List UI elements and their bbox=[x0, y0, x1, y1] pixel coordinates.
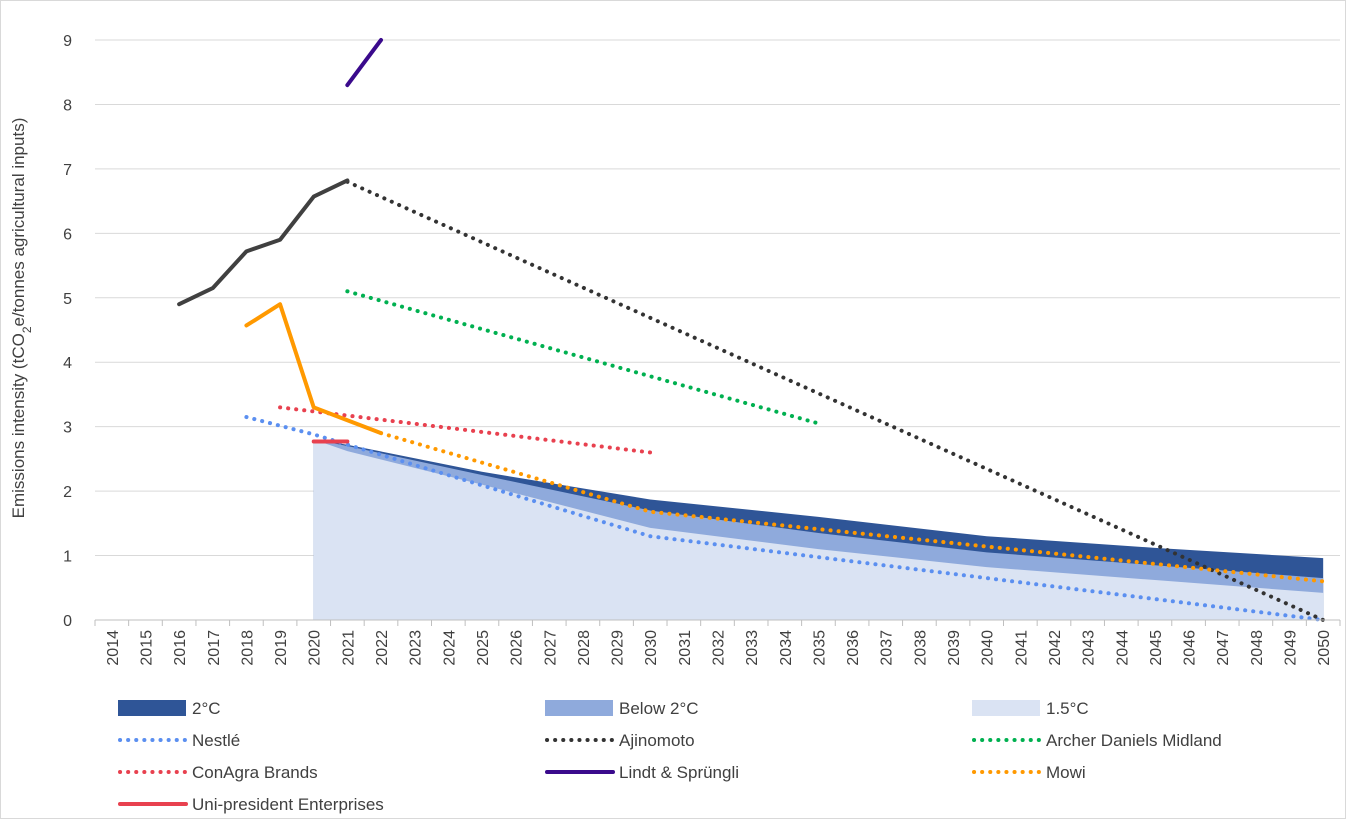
x-tick-label-2045: 2045 bbox=[1148, 630, 1165, 666]
x-tick-label-2048: 2048 bbox=[1249, 630, 1266, 666]
series-conagra-brands bbox=[278, 405, 653, 455]
series-mowi-historic- bbox=[244, 302, 384, 436]
x-tick-label-2014: 2014 bbox=[105, 630, 122, 666]
y-tick-label-6: 6 bbox=[63, 226, 72, 243]
legend: 2°C Below 2°C 1.5°C Nestlé Ajinomoto Archer D… bbox=[118, 699, 1222, 814]
x-tick-label-2042: 2042 bbox=[1047, 630, 1064, 666]
x-tick-label-2033: 2033 bbox=[744, 630, 761, 666]
series-ajinomoto-historic- bbox=[177, 178, 350, 307]
x-tick-label-2039: 2039 bbox=[946, 630, 963, 666]
axes: 0 1 2 3 4 5 6 7 8 9 2014 2015 2016 2017 2018 2019 2020 20… bbox=[63, 33, 1341, 666]
x-tick-label-2025: 2025 bbox=[475, 630, 492, 666]
x-tick-label-2026: 2026 bbox=[509, 630, 526, 666]
series-lindt-spr-ngli bbox=[345, 38, 384, 88]
x-tick-label-2049: 2049 bbox=[1283, 630, 1300, 666]
company-series bbox=[177, 38, 1326, 622]
x-tick-label-2035: 2035 bbox=[811, 630, 828, 666]
legend-label-uni-president-enterprises: Uni-president Enterprises bbox=[192, 795, 384, 814]
x-tick-label-2027: 2027 bbox=[542, 630, 559, 666]
x-tick-label-2028: 2028 bbox=[576, 630, 593, 666]
x-tick-label-2030: 2030 bbox=[643, 630, 660, 666]
y-tick-label-4: 4 bbox=[63, 355, 72, 372]
x-tick-label-2036: 2036 bbox=[845, 630, 862, 666]
y-tick-label-1: 1 bbox=[63, 549, 72, 566]
x-tick-label-2041: 2041 bbox=[1013, 630, 1030, 666]
legend-label-2-c: 2°C bbox=[192, 699, 221, 718]
legend-label-archer-daniels-midland: Archer Daniels Midland bbox=[1046, 731, 1222, 750]
legend-swatch-1-5-c bbox=[972, 700, 1040, 716]
legend-label-conagra-brands: ConAgra Brands bbox=[192, 763, 318, 782]
x-tick-label-2022: 2022 bbox=[374, 630, 391, 666]
legend-swatch-below-2-c bbox=[545, 700, 613, 716]
x-tick-label-2029: 2029 bbox=[610, 630, 627, 666]
x-tick-label-2016: 2016 bbox=[172, 630, 189, 666]
x-tick-label-2018: 2018 bbox=[239, 630, 256, 666]
x-tick-label-2020: 2020 bbox=[307, 630, 324, 666]
x-tick-label-2046: 2046 bbox=[1182, 630, 1199, 666]
x-tick-label-2021: 2021 bbox=[340, 630, 357, 666]
y-tick-label-9: 9 bbox=[63, 33, 72, 50]
area-1-5-c bbox=[313, 439, 1324, 620]
y-tick-label-7: 7 bbox=[63, 162, 72, 179]
legend-label-below-2-c: Below 2°C bbox=[619, 699, 699, 718]
x-tick-label-2019: 2019 bbox=[273, 630, 290, 666]
y-tick-label-3: 3 bbox=[63, 420, 72, 437]
x-tick-label-2031: 2031 bbox=[677, 630, 694, 666]
x-tick-label-2015: 2015 bbox=[138, 630, 155, 666]
x-tick-label-2050: 2050 bbox=[1316, 630, 1333, 666]
legend-label-mowi: Mowi bbox=[1046, 763, 1086, 782]
x-tick-label-2047: 2047 bbox=[1215, 630, 1232, 666]
x-tick-label-2043: 2043 bbox=[1081, 630, 1098, 666]
series-ajinomoto bbox=[345, 179, 1326, 622]
x-tick-label-2040: 2040 bbox=[980, 630, 997, 666]
legend-label-ajinomoto: Ajinomoto bbox=[619, 731, 695, 750]
x-tick-label-2037: 2037 bbox=[879, 630, 896, 666]
y-tick-label-0: 0 bbox=[63, 613, 72, 630]
y-tick-label-2: 2 bbox=[63, 484, 72, 501]
scenario-areas bbox=[313, 439, 1324, 620]
y-tick-label-8: 8 bbox=[63, 97, 72, 114]
legend-label-1-5-c: 1.5°C bbox=[1046, 699, 1089, 718]
x-tick-label-2024: 2024 bbox=[441, 630, 458, 666]
y-axis-label: Emissions intensity (tCO2e/tonnes agricu… bbox=[9, 118, 34, 519]
legend-label-lindt-spr-ngli: Lindt & Sprüngli bbox=[619, 763, 739, 782]
x-tick-label-2032: 2032 bbox=[711, 630, 728, 666]
gridlines bbox=[95, 39, 1340, 557]
x-tick-label-2034: 2034 bbox=[778, 630, 795, 666]
series-nestl- bbox=[244, 415, 1326, 622]
legend-swatch-2-c bbox=[118, 700, 186, 716]
legend-label-nestl-: Nestlé bbox=[192, 731, 240, 750]
series-archer-daniels-midland bbox=[345, 289, 821, 426]
y-tick-label-5: 5 bbox=[63, 291, 72, 308]
x-tick-label-2038: 2038 bbox=[912, 630, 929, 666]
x-tick-label-2044: 2044 bbox=[1114, 630, 1131, 666]
x-tick-label-2023: 2023 bbox=[408, 630, 425, 666]
x-tick-label-2017: 2017 bbox=[206, 630, 223, 666]
